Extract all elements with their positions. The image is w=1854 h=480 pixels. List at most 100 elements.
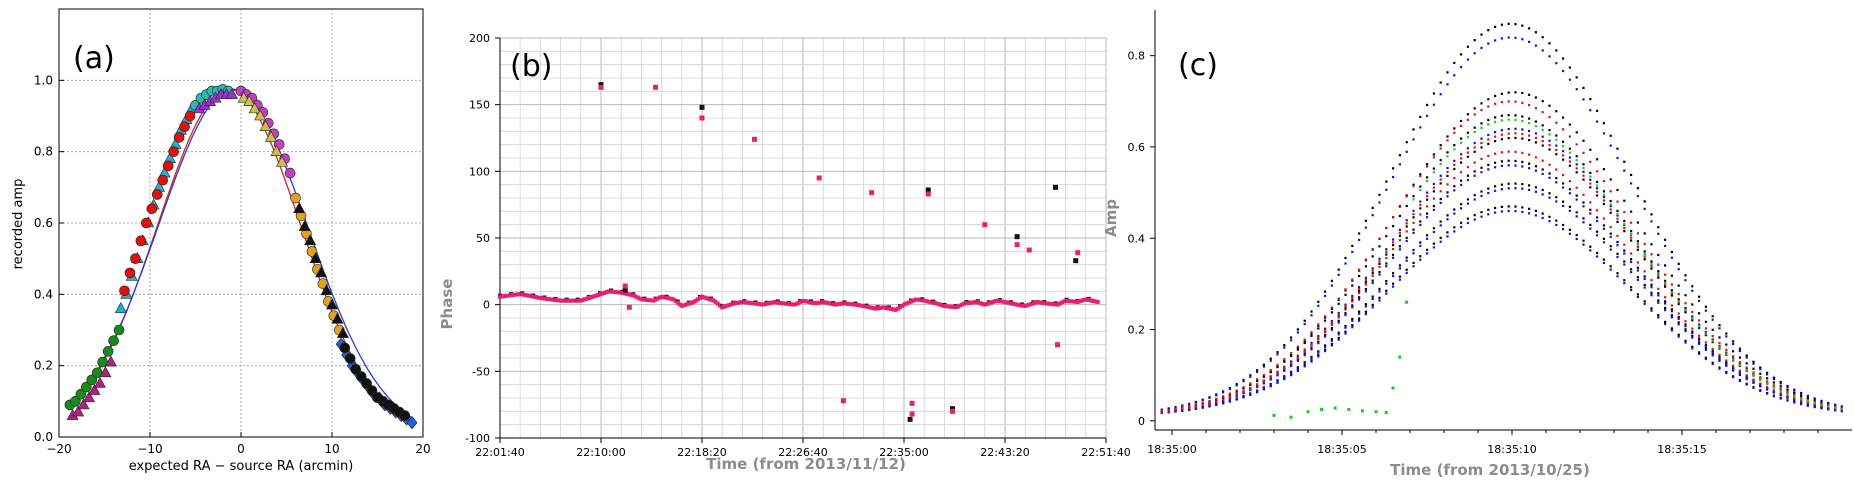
- panel-c-point-red: [1480, 141, 1483, 145]
- panel-b-point-pink: [871, 306, 876, 311]
- panel-c-point-red: [1324, 331, 1327, 334]
- panel-c-point-blue: [1378, 257, 1381, 260]
- panel-c-point-blue: [1303, 362, 1306, 365]
- panel-c-point-blue: [1820, 407, 1823, 410]
- panel-b-point-pink: [711, 298, 716, 303]
- panel-b-point-pink: [971, 300, 976, 305]
- panel-b-point-pink: [573, 298, 578, 303]
- panel-b-point-pink: [766, 301, 771, 306]
- panel-c-point-black: [1392, 244, 1395, 247]
- panel-c-point-black: [1772, 376, 1775, 379]
- panel-c-point-blue: [1698, 352, 1701, 355]
- panel-b-point-pink: [851, 302, 856, 307]
- panel-c-point-blue: [1596, 255, 1599, 258]
- panel-c-point-red: [1677, 312, 1680, 315]
- panel-c-point-blue: [1582, 243, 1585, 246]
- panel-c-point-black: [1419, 115, 1422, 119]
- panel-c-point-blue: [1589, 227, 1592, 230]
- panel-c-point-black: [1691, 285, 1694, 288]
- panel-b-point-pink: [820, 300, 825, 305]
- panel-c-point-black: [1636, 276, 1639, 279]
- panel-b-point-pink: [569, 298, 574, 303]
- panel-c-point-blue: [1636, 278, 1639, 281]
- panel-c-point-red: [1194, 405, 1197, 408]
- panel-c-point-black: [1650, 260, 1653, 263]
- panel-c-point-black: [1344, 312, 1347, 315]
- panel-c-point-blue: [1351, 326, 1354, 329]
- panel-c-point-black: [1487, 208, 1490, 211]
- panel-c-point-blue: [1759, 389, 1762, 392]
- panel-c-point-green: [1521, 119, 1524, 123]
- panel-c-point-black: [1392, 167, 1395, 170]
- panel-c-point-black: [1310, 310, 1313, 313]
- panel-c-point-blue: [1453, 74, 1456, 77]
- panel-c-point-blue: [1643, 286, 1646, 289]
- panel-c-point-black: [1616, 188, 1619, 192]
- panel-c-point-red: [1528, 103, 1531, 107]
- panel-c-point-green: [1306, 410, 1310, 414]
- panel-b-point-pink: [1004, 300, 1009, 305]
- panel-c-point-black: [1439, 220, 1442, 223]
- panel-c-point-blue: [1534, 214, 1537, 217]
- panel-c-point-red: [1684, 302, 1687, 305]
- panel-c-point-black: [1385, 262, 1388, 265]
- panel-c-point-red: [1813, 403, 1816, 406]
- panel-c-point-black: [1296, 348, 1299, 351]
- panel-b-point-pink: [529, 294, 534, 299]
- panel-c-point-black: [1432, 92, 1435, 95]
- panel-c-point-black: [1419, 255, 1422, 258]
- panel-c-point-green: [1596, 184, 1599, 187]
- panel-b-point-pink: [666, 296, 671, 301]
- panel-c-point-black: [1256, 369, 1259, 372]
- panel-c-point-blue: [1296, 331, 1299, 334]
- panel-c-point-red: [1616, 200, 1619, 203]
- panel-b-point-pink: [749, 300, 754, 305]
- panel-c-point-black: [1324, 316, 1327, 319]
- panel-c-point-red: [1664, 296, 1667, 299]
- panel-c-point-red: [1426, 165, 1429, 168]
- panel-c-point-blue: [1500, 164, 1503, 168]
- panel-c-point-blue: [1766, 373, 1769, 376]
- panel-c-point-blue: [1555, 200, 1558, 203]
- panel-c-point-black: [1528, 93, 1531, 96]
- panel-c-point-blue: [1568, 209, 1571, 213]
- panel-c-point-black: [1317, 324, 1320, 327]
- panel-c-point-blue: [1840, 405, 1843, 408]
- panel-c-point-black: [1426, 176, 1429, 179]
- panel-b-point-pink: [833, 302, 838, 307]
- panel-b-y-tick-label: -100: [465, 432, 490, 445]
- panel-b-point-pink: [1064, 298, 1069, 303]
- panel-c-point-black: [1745, 354, 1748, 357]
- panel-b-point-pink: [560, 298, 565, 303]
- panel-c-point-blue: [1419, 244, 1422, 248]
- panel-b-point-pink: [762, 302, 767, 307]
- panel-c-point-red: [1398, 231, 1401, 234]
- panel-c-point-red: [1623, 226, 1626, 230]
- panel-c-point-red: [1568, 135, 1571, 138]
- panel-c-point-red: [1759, 382, 1762, 385]
- panel-c-point-red: [1718, 342, 1721, 345]
- panel-c-point-blue: [1609, 248, 1612, 251]
- panel-c-point-blue: [1276, 353, 1279, 356]
- panel-c-point-blue: [1602, 227, 1605, 230]
- panel-c-point-black: [1466, 155, 1469, 158]
- panel-b-point-pink: [502, 294, 507, 299]
- panel-c-point-green: [1412, 198, 1415, 201]
- panel-c-point-black: [1664, 300, 1667, 303]
- panel-b-point-pink: [829, 301, 834, 306]
- panel-b-point-pink: [940, 303, 945, 308]
- panel-c-point-blue: [1453, 212, 1456, 215]
- panel-c-point-blue: [1528, 188, 1531, 192]
- panel-c-point-blue: [1541, 216, 1544, 220]
- panel-b-point-pink: [980, 301, 985, 306]
- panel-c-point-blue: [1766, 392, 1769, 395]
- panel-c-point-blue: [1752, 381, 1755, 384]
- panel-b-point-pink: [591, 294, 596, 299]
- panel-c-point-blue: [1453, 159, 1456, 162]
- panel-c-point-red: [1548, 115, 1551, 119]
- panel-c-point-blue: [1616, 275, 1619, 278]
- panel-c-point-blue: [1262, 382, 1265, 385]
- panel-c-point-red: [1398, 205, 1401, 208]
- panel-b-point-pink: [691, 300, 696, 305]
- panel-b-point-pink: [651, 298, 656, 303]
